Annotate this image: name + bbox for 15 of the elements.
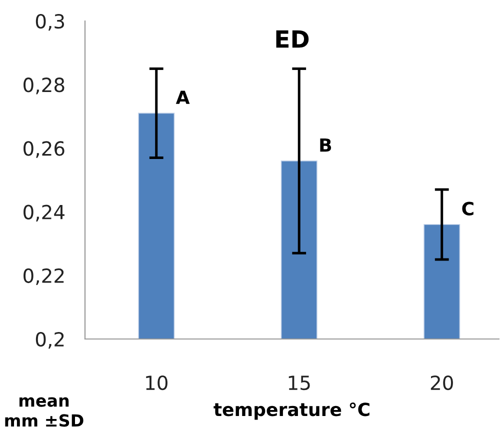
x-axis-title: temperature °C: [214, 402, 370, 420]
y-tick-label: 0,26: [24, 141, 64, 158]
y-tick-label: 0,22: [24, 268, 64, 286]
chart-title: ED: [276, 30, 309, 48]
x-tick-label: 15: [288, 376, 310, 390]
y-tick-label: 0,2: [36, 332, 64, 349]
x-tick-label: 10: [146, 375, 168, 390]
y-tick-label: 0,24: [24, 204, 64, 222]
y-tick-label: 0,3: [36, 14, 64, 31]
y-axis-title: mean mm ±SD: [5, 397, 84, 427]
annotation: B: [320, 138, 332, 152]
x-tick-label: 20: [430, 375, 453, 390]
annotation: C: [462, 202, 474, 216]
annotation: A: [176, 90, 190, 104]
y-tick-label: 0,28: [24, 78, 64, 94]
